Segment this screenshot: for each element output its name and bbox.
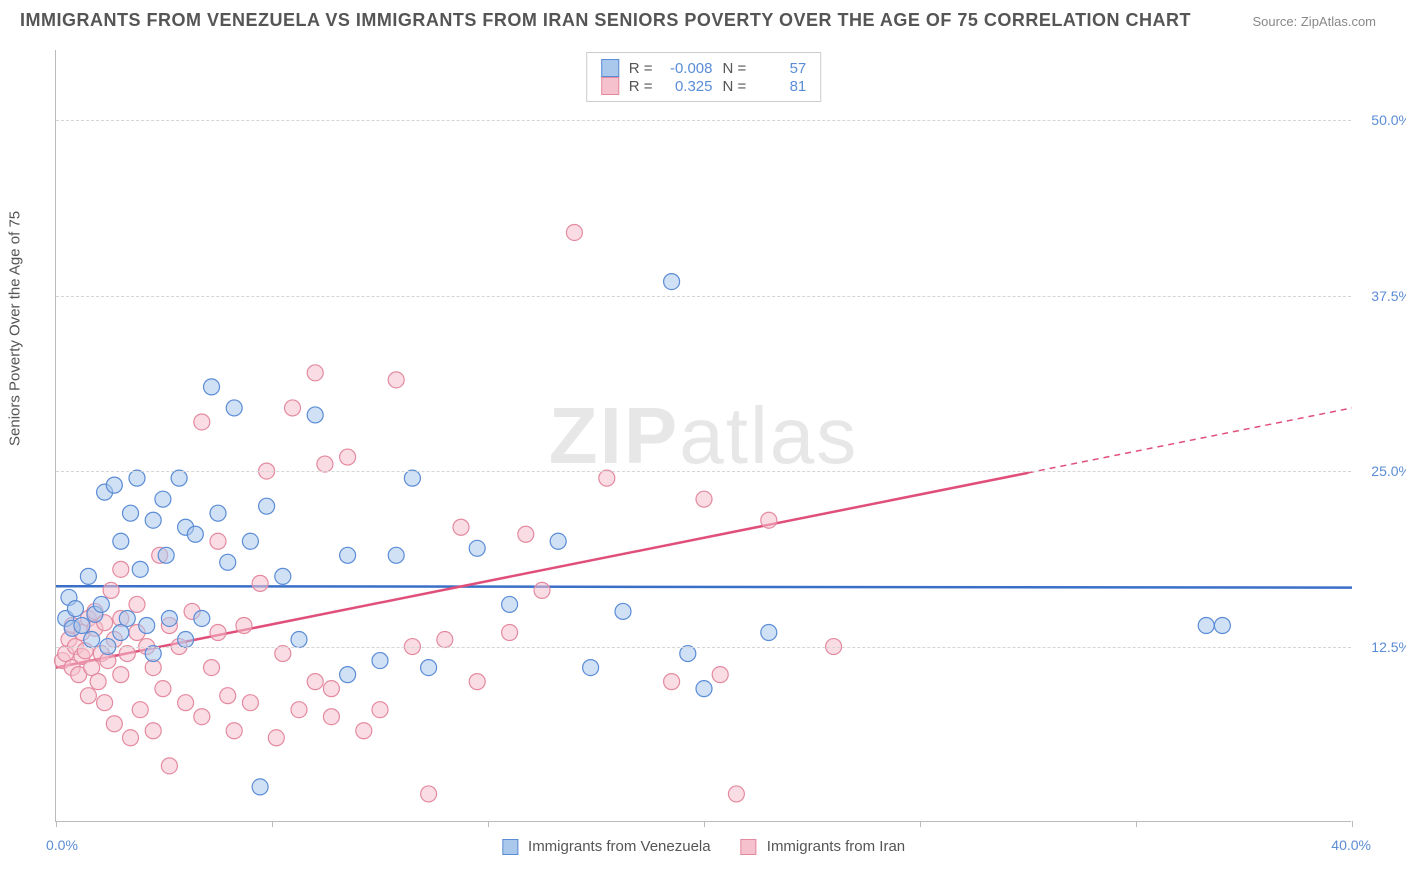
legend-square-icon xyxy=(502,839,518,855)
x-axis-min-label: 0.0% xyxy=(46,837,78,853)
y-tick-label: 50.0% xyxy=(1371,112,1406,128)
grid-line xyxy=(56,647,1351,648)
x-tick xyxy=(920,821,921,827)
legend-square-icon xyxy=(741,839,757,855)
stats-row-2: R = 0.325 N = 81 xyxy=(601,77,807,95)
x-axis-max-label: 40.0% xyxy=(1331,837,1371,853)
x-tick xyxy=(56,821,57,827)
stat-r-value-1: -0.008 xyxy=(663,60,713,77)
stat-n-label: N = xyxy=(723,60,747,77)
legend-bottom: Immigrants from Venezuela Immigrants fro… xyxy=(502,838,905,855)
grid-line xyxy=(56,120,1351,121)
x-tick xyxy=(488,821,489,827)
chart-svg xyxy=(56,50,1351,821)
grid-line xyxy=(56,471,1351,472)
source-label: Source: ZipAtlas.com xyxy=(1252,14,1376,29)
y-tick-label: 12.5% xyxy=(1371,639,1406,655)
legend-label-1: Immigrants from Venezuela xyxy=(528,838,711,855)
stat-r-label: R = xyxy=(629,60,653,77)
plot-area: ZIPatlas R = -0.008 N = 57 R = 0.325 N =… xyxy=(55,50,1351,822)
chart-title: IMMIGRANTS FROM VENEZUELA VS IMMIGRANTS … xyxy=(20,10,1191,31)
x-tick xyxy=(704,821,705,827)
stat-r-label: R = xyxy=(629,78,653,95)
legend-item-1: Immigrants from Venezuela xyxy=(502,838,711,855)
legend-square-icon xyxy=(601,77,619,95)
y-axis-label: Seniors Poverty Over the Age of 75 xyxy=(7,211,24,446)
stats-row-1: R = -0.008 N = 57 xyxy=(601,59,807,77)
stat-r-value-2: 0.325 xyxy=(663,78,713,95)
y-tick-label: 37.5% xyxy=(1371,288,1406,304)
legend-label-2: Immigrants from Iran xyxy=(767,838,905,855)
stat-n-value-2: 81 xyxy=(756,78,806,95)
y-tick-label: 25.0% xyxy=(1371,463,1406,479)
legend-item-2: Immigrants from Iran xyxy=(741,838,906,855)
grid-line xyxy=(56,296,1351,297)
stat-n-label: N = xyxy=(723,78,747,95)
x-tick xyxy=(1136,821,1137,827)
x-tick xyxy=(272,821,273,827)
stat-n-value-1: 57 xyxy=(756,60,806,77)
x-tick xyxy=(1352,821,1353,827)
legend-square-icon xyxy=(601,59,619,77)
stats-box: R = -0.008 N = 57 R = 0.325 N = 81 xyxy=(586,52,822,102)
